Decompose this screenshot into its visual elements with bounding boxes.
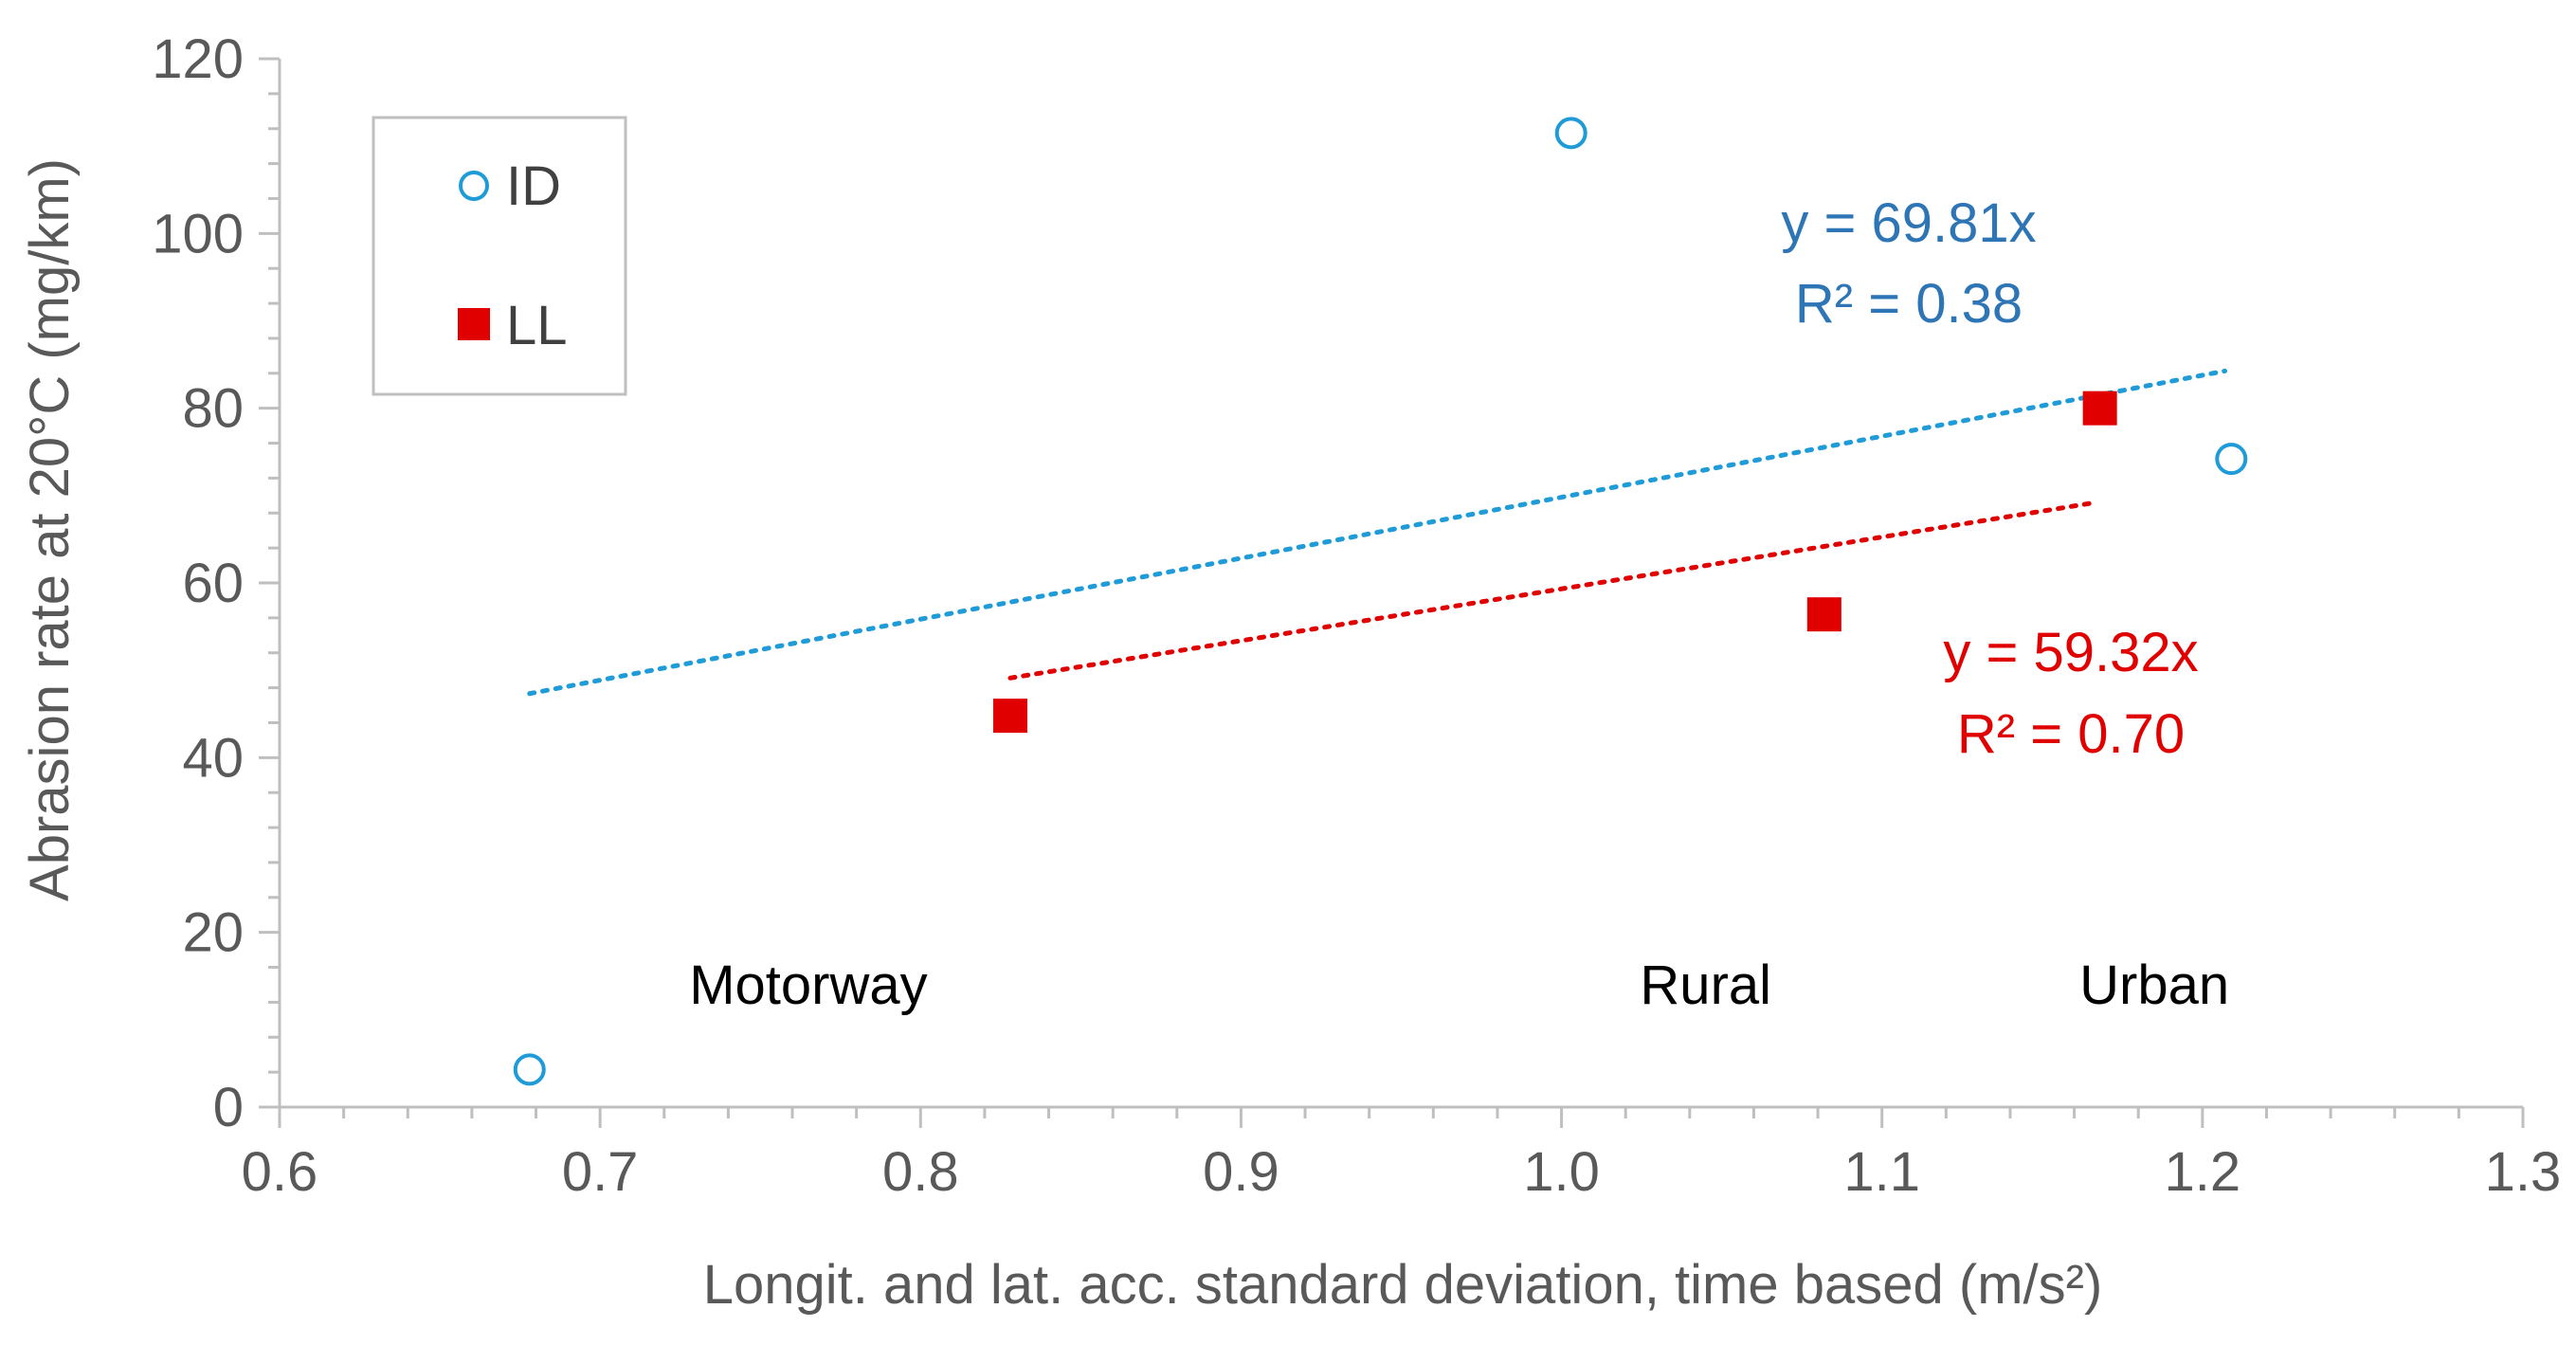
id-data-point [1554,117,1587,150]
x-axis-ticks: 0.6 0.7 0.8 0.9 1.0 1.1 1.2 1.3 [242,1107,2562,1203]
data-points [513,117,2248,1086]
y-tick-label: 100 [152,203,244,264]
region-annotations: Motorway Rural Urban [689,954,2229,1016]
region-label-motorway: Motorway [689,954,927,1016]
y-tick-label: 80 [182,378,244,440]
y-tick-label: 40 [182,727,244,789]
x-tick-label: 0.7 [562,1141,639,1203]
legend-id-circle-marker [459,171,489,201]
x-tick-label: 0.9 [1203,1141,1279,1203]
x-tick-label: 1.1 [1843,1141,1920,1203]
trendline-equations: y = 69.81x R² = 0.38 y = 59.32x R² = 0.7… [1781,192,2198,765]
x-tick-label: 0.8 [882,1141,959,1203]
id-trendline [527,368,2228,697]
legend-id-label: ID [506,155,561,217]
ll-data-point [1806,597,1841,632]
id-data-point [2215,443,2248,476]
id-trendline-equation: y = 69.81x [1781,192,2036,254]
y-tick-label: 60 [182,553,244,614]
id-trendline-r-squared: R² = 0.38 [1795,273,2023,335]
x-axis-title: Longit. and lat. acc. standard deviation… [703,1254,2103,1316]
ll-data-point [2082,391,2117,426]
ll-data-point [992,699,1027,734]
legend-ll-label: LL [506,295,568,356]
x-tick-label: 1.2 [2165,1141,2241,1203]
y-tick-label: 0 [213,1077,244,1138]
y-axis-ticks: 0 20 40 60 80 100 120 [152,28,280,1138]
ll-trendline-equation: y = 59.32x [1943,622,2198,683]
legend: ID LL [372,116,627,396]
id-data-point [513,1053,546,1086]
trendlines [527,368,2228,697]
legend-ll-square-marker [458,308,490,340]
y-tick-label: 120 [152,28,244,90]
x-tick-label: 0.6 [242,1141,318,1203]
x-tick-label: 1.0 [1523,1141,1600,1203]
ll-trendline-r-squared: R² = 0.70 [1957,703,2185,765]
plot-area: 0.6 0.7 0.8 0.9 1.0 1.1 1.2 1.3 0 20 40 60 80 100 120 [152,28,2561,1203]
y-tick-label: 20 [182,902,244,964]
y-axis-title: Abrasion rate at 20°C (mg/km) [19,158,81,901]
region-label-rural: Rural [1640,954,1771,1016]
region-label-urban: Urban [2079,954,2229,1016]
x-tick-label: 1.3 [2485,1141,2562,1203]
legend-box [372,116,627,396]
ll-trendline [1007,500,2096,681]
